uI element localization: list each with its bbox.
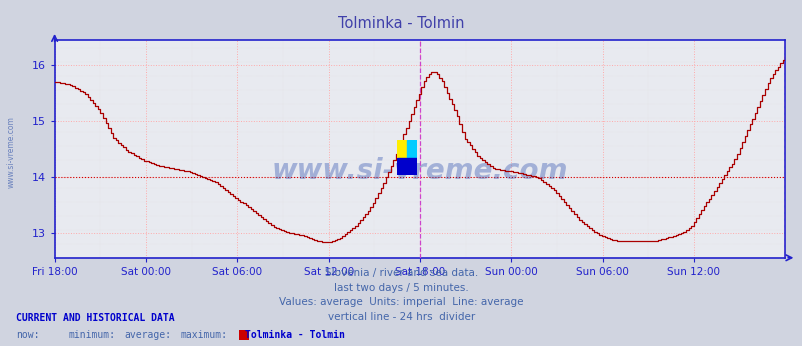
Text: www.si-vreme.com: www.si-vreme.com <box>271 157 568 184</box>
Bar <box>396 140 406 158</box>
Text: Values: average  Units: imperial  Line: average: Values: average Units: imperial Line: av… <box>279 297 523 307</box>
Text: Tolminka - Tolmin: Tolminka - Tolmin <box>338 16 464 30</box>
Bar <box>406 140 416 158</box>
Bar <box>396 158 416 175</box>
Text: now:: now: <box>16 330 39 340</box>
Text: Tolminka - Tolmin: Tolminka - Tolmin <box>245 330 344 340</box>
Text: vertical line - 24 hrs  divider: vertical line - 24 hrs divider <box>327 312 475 322</box>
Text: average:: average: <box>124 330 172 340</box>
Text: www.si-vreme.com: www.si-vreme.com <box>6 116 15 188</box>
Text: CURRENT AND HISTORICAL DATA: CURRENT AND HISTORICAL DATA <box>16 313 175 323</box>
Text: minimum:: minimum: <box>68 330 115 340</box>
Text: Slovenia / river and sea data.: Slovenia / river and sea data. <box>325 268 477 278</box>
Text: last two days / 5 minutes.: last two days / 5 minutes. <box>334 283 468 293</box>
Text: maximum:: maximum: <box>180 330 228 340</box>
